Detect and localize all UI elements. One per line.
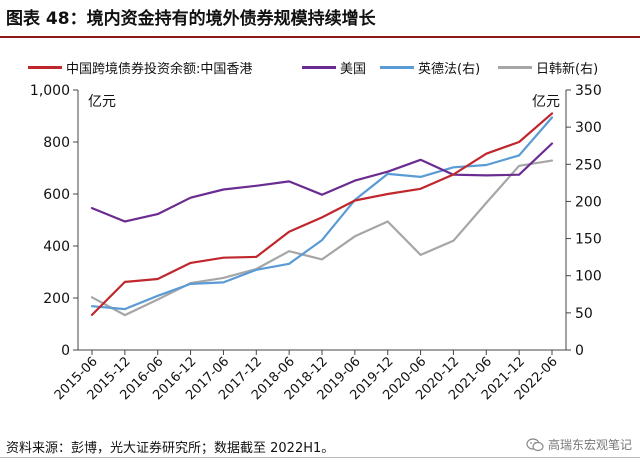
watermark-text: 高瑞东宏观笔记 <box>547 438 632 452</box>
left-tick-label: 800 <box>43 135 70 151</box>
right-tick-label: 150 <box>575 232 602 248</box>
right-tick-label: 50 <box>575 306 593 322</box>
legend-label-jpkrsg: 日韩新(右) <box>536 62 599 77</box>
right-tick-label: 0 <box>575 343 584 359</box>
left-tick-label: 400 <box>43 239 70 255</box>
series-line-2 <box>90 116 554 311</box>
source-note: 资料来源：彭博，光大证券研究所；数据截至 2022H1。 <box>6 441 335 456</box>
right-tick-label: 200 <box>575 194 602 210</box>
legend-item-us: 美国 <box>302 58 366 77</box>
legend-label-ukdefr: 英德法(右) <box>418 62 481 77</box>
left-axis-unit: 亿元 <box>88 94 116 110</box>
legend-label-hk: 中国跨境债券投资余额:中国香港 <box>66 62 253 77</box>
left-tick-label: 600 <box>43 187 70 203</box>
legend-swatch-ukdefr <box>380 66 414 69</box>
right-axis-unit: 亿元 <box>532 94 560 110</box>
bottom-divider <box>0 457 640 458</box>
watermark: 高瑞东宏观笔记 <box>526 436 632 453</box>
chart-legend: 中国跨境债券投资余额:中国香港 美国 英德法(右) 日韩新(右) <box>28 58 632 80</box>
figure-title: 图表 48：境内资金持有的境外债券规模持续增长 <box>6 9 376 29</box>
legend-swatch-hk <box>28 66 62 69</box>
wechat-icon <box>526 437 544 452</box>
right-tick-label: 300 <box>575 120 602 136</box>
left-tick-label: 1,000 <box>30 83 70 99</box>
right-tick-label: 350 <box>575 83 602 99</box>
legend-swatch-us <box>302 66 336 69</box>
series-line-1 <box>90 142 554 223</box>
series-line-0 <box>90 112 554 316</box>
right-tick-label: 100 <box>575 269 602 285</box>
legend-item-ukdefr: 英德法(右) <box>380 58 480 77</box>
legend-label-us: 美国 <box>340 62 367 77</box>
legend-item-hk: 中国跨境债券投资余额:中国香港 <box>28 58 252 77</box>
right-tick-label: 250 <box>575 157 602 173</box>
title-divider <box>0 36 640 38</box>
left-tick-label: 200 <box>43 291 70 307</box>
left-tick-label: 0 <box>61 343 70 359</box>
series-line-3 <box>90 159 554 317</box>
legend-swatch-jpkrsg <box>498 66 532 69</box>
legend-item-jpkrsg: 日韩新(右) <box>498 58 598 77</box>
